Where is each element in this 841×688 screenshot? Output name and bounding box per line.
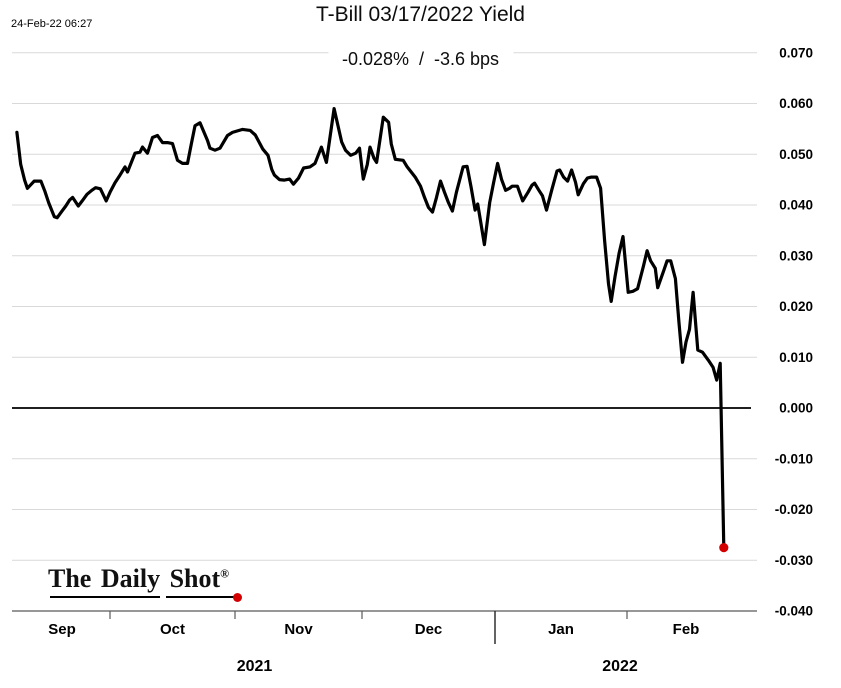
y-tick-label: 0.010 (779, 350, 813, 365)
y-tick-label: -0.010 (775, 451, 813, 466)
logo-wordmark: The Daily Shot (48, 564, 221, 593)
y-tick-label: 0.060 (779, 96, 813, 111)
daily-shot-logo: The Daily Shot® (48, 564, 229, 594)
y-tick-label: 0.040 (779, 198, 813, 213)
y-tick-label: 0.050 (779, 147, 813, 162)
month-label: Nov (284, 621, 313, 638)
y-tick-label: 0.030 (779, 248, 813, 263)
month-label: Oct (160, 621, 185, 638)
yield-line (15, 106, 726, 550)
registered-mark: ® (220, 566, 230, 581)
logo-underline-left (50, 596, 160, 598)
y-tick-label: 0.000 (779, 401, 813, 416)
month-label: Jan (548, 621, 574, 638)
year-label: 2022 (602, 658, 638, 675)
last-point-marker (719, 543, 729, 553)
month-label: Feb (673, 621, 700, 638)
chart-title: T-Bill 03/17/2022 Yield (316, 3, 525, 26)
y-tick-label: -0.030 (775, 553, 813, 568)
y-tick-label: -0.040 (775, 604, 813, 619)
chart-subtitle: -0.028% / -3.6 bps (327, 44, 514, 75)
month-label: Sep (48, 621, 76, 638)
logo-underline-right (166, 596, 234, 598)
logo-red-dot (233, 593, 242, 602)
y-tick-label: 0.070 (779, 45, 813, 60)
month-label: Dec (415, 621, 443, 638)
y-tick-label: -0.020 (775, 502, 813, 517)
y-tick-label: 0.020 (779, 299, 813, 314)
year-label: 2021 (237, 658, 273, 675)
timestamp: 24-Feb-22 06:27 (11, 18, 93, 30)
